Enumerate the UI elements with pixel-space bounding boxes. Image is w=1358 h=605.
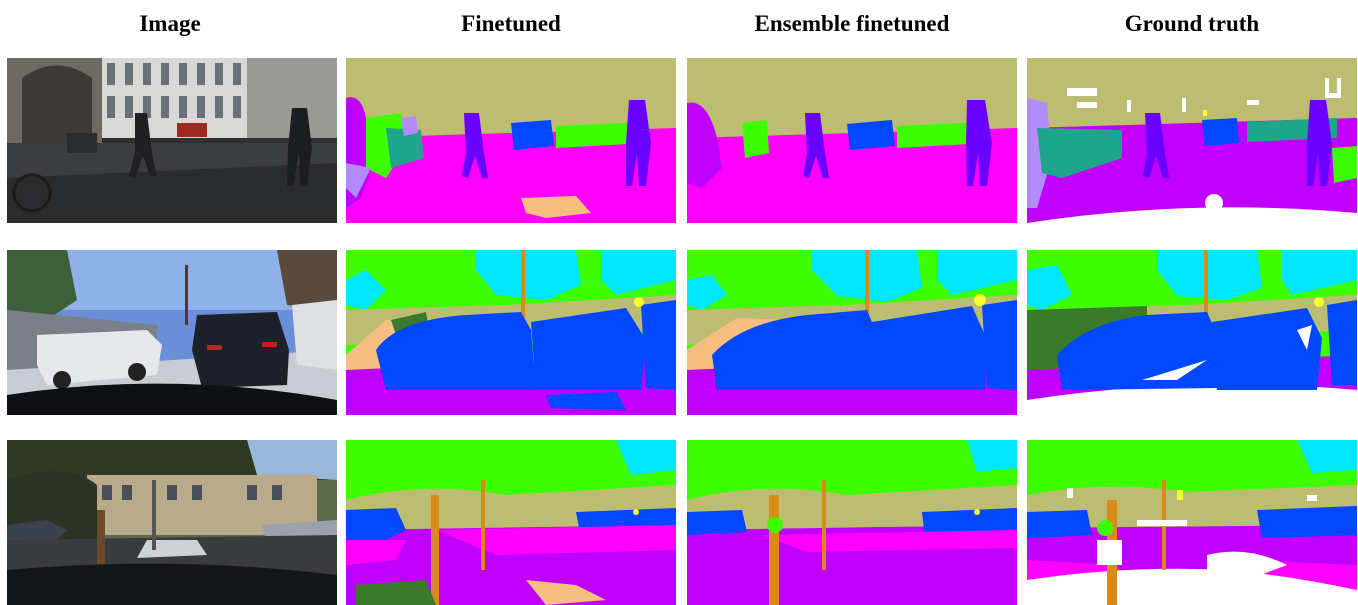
- photo-row-3: [7, 440, 337, 605]
- ground-truth-segmentation-row-1: [1027, 58, 1357, 223]
- photo-row-2: [7, 250, 337, 415]
- ensemble-segmentation-row-3: [687, 440, 1017, 605]
- column-header-finetuned: Finetuned: [461, 11, 561, 36]
- column-header-image: Image: [139, 11, 201, 36]
- finetuned-segmentation-row-3: [346, 440, 676, 605]
- finetuned-segmentation-row-1: [346, 58, 676, 223]
- ensemble-segmentation-row-1: [687, 58, 1017, 223]
- finetuned-segmentation-row-2: [346, 250, 676, 415]
- ground-truth-segmentation-row-2: [1027, 250, 1357, 415]
- column-header-ensemble-finetuned: Ensemble finetuned: [754, 11, 950, 36]
- photo-row-1: [7, 58, 337, 223]
- column-header-ground-truth: Ground truth: [1124, 11, 1260, 36]
- ground-truth-segmentation-row-3: [1027, 440, 1357, 605]
- ensemble-segmentation-row-2: [687, 250, 1017, 415]
